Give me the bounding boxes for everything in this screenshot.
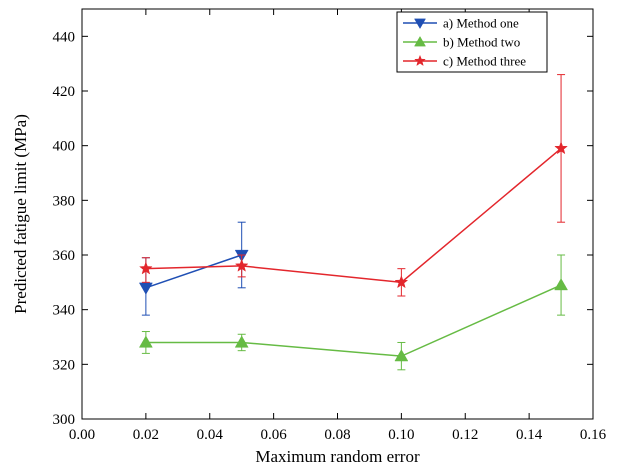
y-tick-label: 300 (53, 412, 76, 428)
data-point (394, 349, 409, 362)
x-tick-label: 0.14 (516, 427, 543, 443)
data-point (139, 261, 153, 275)
axis-ticks: 0.00 0.02 0.04 0.06 0.08 0.10 0.12 0.14 0.16 300 3… (53, 9, 607, 443)
y-tick-label: 320 (53, 357, 76, 373)
y-tick-label: 420 (53, 84, 76, 100)
legend-label: c) Method three (443, 54, 526, 69)
series-layer (138, 74, 568, 371)
legend-item: c) Method three (403, 54, 526, 69)
y-tick-label: 400 (53, 139, 76, 155)
data-point (138, 335, 153, 348)
series-2 (138, 254, 568, 371)
series-line (145, 254, 242, 289)
data-point (554, 278, 568, 291)
legend-item: a) Method one (403, 16, 519, 31)
legend-item: b) Method two (403, 35, 520, 50)
x-tick-label: 0.16 (580, 427, 607, 443)
data-point (234, 335, 249, 348)
legend-marker (414, 35, 426, 47)
x-tick-label: 0.00 (69, 427, 95, 443)
legend-label: b) Method two (443, 35, 520, 50)
y-tick-label: 340 (53, 303, 76, 319)
x-tick-label: 0.02 (133, 427, 159, 443)
y-axis-title: Predicted fatigue limit (MPa) (11, 114, 30, 314)
x-axis-title: Maximum random error (255, 447, 420, 466)
data-point (138, 282, 153, 295)
data-point (554, 141, 568, 155)
series-line (145, 147, 562, 284)
x-tick-label: 0.04 (197, 427, 224, 443)
legend-marker (414, 54, 426, 67)
y-tick-label: 380 (53, 193, 76, 209)
y-tick-label: 440 (53, 29, 76, 45)
x-tick-label: 0.08 (324, 427, 350, 443)
series-3 (139, 74, 568, 297)
legend-marker (414, 18, 426, 30)
legend: a) Method one b) Method two c) Method thre… (396, 11, 548, 73)
y-tick-label: 360 (53, 248, 76, 264)
data-point (394, 275, 409, 289)
x-tick-label: 0.10 (388, 427, 414, 443)
x-tick-label: 0.12 (452, 427, 478, 443)
series-line (145, 284, 562, 357)
x-tick-label: 0.06 (261, 427, 288, 443)
data-point (234, 258, 249, 272)
legend-label: a) Method one (443, 16, 519, 31)
